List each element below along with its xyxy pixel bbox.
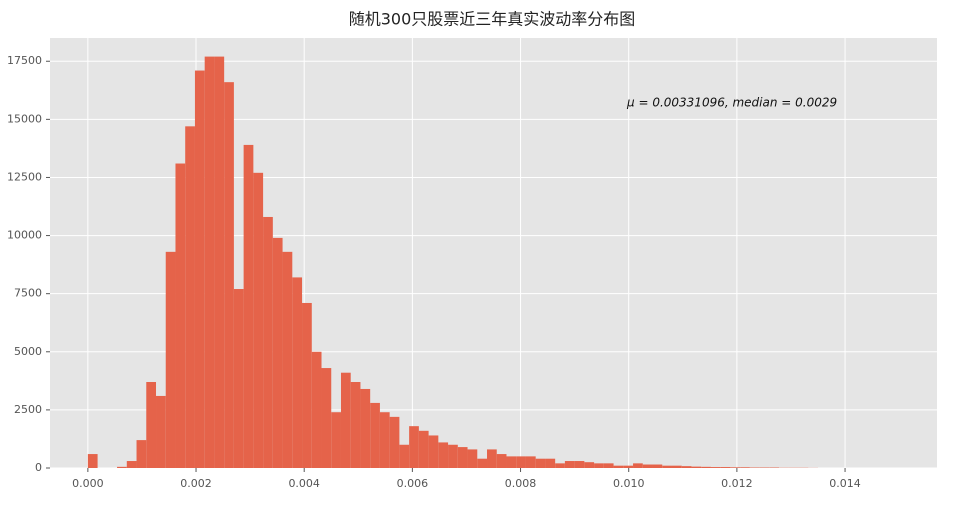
bar bbox=[671, 465, 682, 468]
bar bbox=[613, 465, 624, 468]
bar bbox=[564, 461, 575, 468]
bar bbox=[409, 426, 419, 468]
bar bbox=[535, 458, 546, 468]
bar bbox=[263, 216, 273, 468]
annotation: μ = 0.00331096, median = 0.0029 bbox=[626, 96, 837, 110]
bar bbox=[496, 454, 507, 468]
bar bbox=[370, 402, 380, 468]
bar bbox=[302, 302, 312, 468]
bar bbox=[710, 467, 721, 468]
bar bbox=[516, 456, 526, 468]
bar bbox=[525, 456, 536, 468]
bar bbox=[224, 82, 234, 468]
chart-title: 随机300只股票近三年真实波动率分布图 bbox=[349, 10, 636, 29]
bar bbox=[156, 395, 166, 468]
x-tick-label: 0.000 bbox=[72, 477, 104, 490]
bar bbox=[662, 465, 672, 468]
bar bbox=[623, 465, 634, 468]
bar bbox=[292, 277, 303, 468]
y-tick-label: 15000 bbox=[7, 112, 42, 125]
y-tick-label: 5000 bbox=[14, 345, 42, 358]
bar bbox=[467, 449, 478, 468]
bar bbox=[340, 372, 351, 468]
bar bbox=[165, 251, 176, 468]
bar bbox=[389, 416, 400, 468]
bar bbox=[175, 163, 186, 468]
bar bbox=[594, 463, 604, 468]
bar bbox=[487, 449, 497, 468]
bar bbox=[642, 464, 653, 468]
bar bbox=[448, 444, 458, 468]
y-tick-label: 17500 bbox=[7, 54, 42, 67]
bar bbox=[555, 463, 565, 468]
bar bbox=[321, 368, 332, 468]
bar bbox=[253, 172, 264, 469]
y-tick-label: 10000 bbox=[7, 229, 42, 242]
bar bbox=[574, 461, 585, 468]
bar bbox=[633, 463, 643, 468]
bar bbox=[701, 466, 711, 468]
bar bbox=[438, 442, 449, 468]
bar bbox=[117, 466, 127, 468]
bar bbox=[282, 251, 293, 468]
bar bbox=[233, 289, 244, 468]
bar bbox=[146, 382, 157, 468]
bar bbox=[418, 430, 429, 468]
bar bbox=[506, 456, 517, 468]
bar bbox=[477, 458, 488, 468]
bar bbox=[652, 464, 663, 468]
x-tick-label: 0.012 bbox=[721, 477, 753, 490]
x-tick-label: 0.008 bbox=[505, 477, 537, 490]
bar bbox=[360, 388, 371, 468]
bar bbox=[584, 462, 595, 468]
bar bbox=[136, 440, 147, 468]
bar bbox=[428, 435, 439, 468]
bar bbox=[243, 144, 254, 468]
bar bbox=[350, 382, 361, 468]
y-tick-label: 7500 bbox=[14, 287, 42, 300]
bar bbox=[603, 463, 614, 468]
x-tick-label: 0.004 bbox=[288, 477, 320, 490]
bar bbox=[457, 447, 468, 468]
bar bbox=[399, 444, 410, 468]
bar bbox=[740, 467, 750, 468]
y-tick-label: 0 bbox=[35, 461, 42, 474]
y-tick-label: 2500 bbox=[14, 403, 42, 416]
bar bbox=[194, 70, 205, 469]
bar bbox=[545, 458, 556, 468]
bar bbox=[379, 412, 390, 468]
x-tick-label: 0.006 bbox=[397, 477, 429, 490]
bar bbox=[87, 454, 98, 468]
bar bbox=[272, 237, 283, 468]
x-tick-label: 0.002 bbox=[180, 477, 212, 490]
bar bbox=[214, 56, 225, 468]
bar bbox=[126, 461, 137, 468]
bar bbox=[331, 412, 341, 468]
y-tick-label: 12500 bbox=[7, 170, 42, 183]
bar bbox=[185, 126, 195, 468]
bar bbox=[311, 351, 322, 468]
bar bbox=[691, 466, 702, 468]
x-tick-label: 0.014 bbox=[829, 477, 861, 490]
x-tick-label: 0.010 bbox=[613, 477, 645, 490]
bar bbox=[681, 466, 692, 468]
bar bbox=[204, 56, 215, 468]
bar bbox=[730, 467, 741, 468]
bar bbox=[720, 467, 731, 468]
